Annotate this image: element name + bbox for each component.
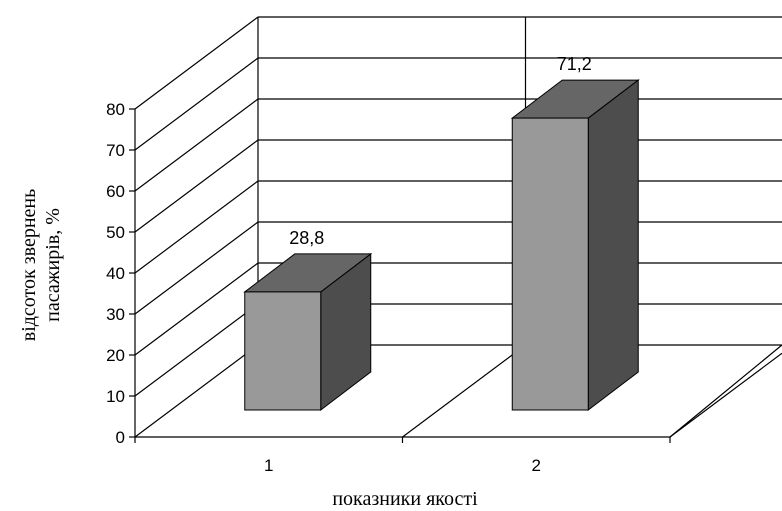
y-tick-label: 10	[106, 387, 125, 406]
x-axis-title: показники якості	[332, 488, 478, 510]
floor-depth-line	[669, 352, 782, 438]
data-label-1: 28,8	[289, 228, 324, 248]
side-wall-gridline	[134, 303, 259, 397]
side-wall-gridline	[134, 344, 259, 438]
bar-2	[510, 79, 640, 412]
bars	[243, 79, 640, 412]
gridlines	[134, 16, 782, 438]
floor-depth-line	[402, 344, 526, 438]
side-wall-gridline	[134, 98, 259, 192]
x-tick-label: 2	[532, 456, 541, 475]
data-label-2: 71,2	[557, 54, 592, 74]
y-tick-label: 80	[106, 100, 125, 119]
y-tick-label: 70	[106, 141, 125, 160]
floor-front-edge	[135, 344, 782, 438]
side-wall-gridline	[134, 262, 259, 356]
y-tick-label: 40	[106, 264, 125, 283]
bar-front-face	[244, 291, 322, 411]
data-labels: 28,8 71,2	[289, 54, 592, 248]
x-tick-label: 1	[264, 456, 273, 475]
side-wall-gridline	[134, 180, 259, 274]
y-axis-title-line-2: пасажирів, %	[42, 208, 64, 322]
bar-side-face	[587, 79, 639, 412]
side-wall-gridline	[134, 221, 259, 315]
y-tick-label: 60	[106, 182, 125, 201]
y-axis-ticks: 0 10 20 30 40 50 60 70 80	[106, 100, 135, 447]
side-wall-gridline	[134, 139, 259, 233]
y-tick-label: 20	[106, 346, 125, 365]
y-tick-label: 50	[106, 223, 125, 242]
bar-front-face	[511, 117, 589, 411]
y-tick-label: 0	[116, 428, 125, 447]
y-axis-title-line-1: відсоток звернень	[18, 189, 40, 342]
side-wall-gridline	[134, 16, 259, 110]
chart-walls	[134, 17, 782, 438]
side-wall-gridline	[134, 57, 259, 151]
bar-1	[243, 252, 373, 412]
y-tick-label: 30	[106, 305, 125, 324]
